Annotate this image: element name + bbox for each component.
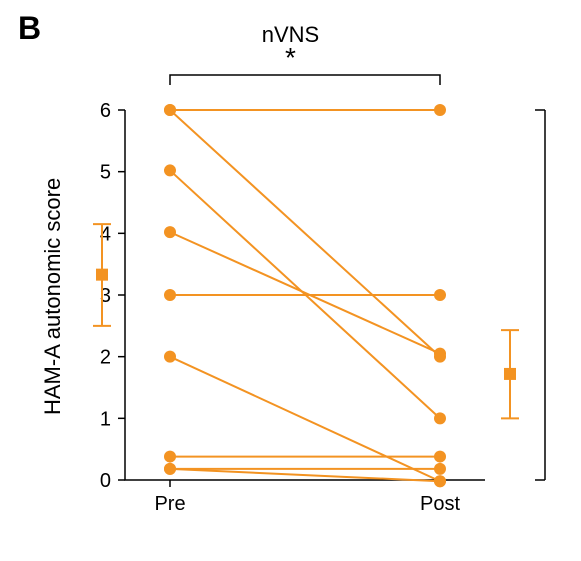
post-point <box>434 475 446 487</box>
pre-point <box>164 226 176 238</box>
post-point <box>434 104 446 116</box>
mean-marker <box>504 368 516 380</box>
y-tick-label: 5 <box>100 162 111 184</box>
pre-point <box>164 289 176 301</box>
x-tick-label: Post <box>420 493 460 515</box>
pair-line <box>170 110 440 357</box>
mean-marker <box>96 269 108 281</box>
pair-line <box>170 357 440 482</box>
pre-point <box>164 164 176 176</box>
pre-point <box>164 351 176 363</box>
y-tick-label: 0 <box>100 470 111 492</box>
chart-svg: 0123456PrePost <box>0 0 581 561</box>
y-tick-label: 1 <box>100 408 111 430</box>
significance-bar <box>170 75 440 85</box>
pair-line <box>170 232 440 353</box>
post-point <box>434 451 446 463</box>
y-tick-label: 6 <box>100 100 111 122</box>
pre-point <box>164 463 176 475</box>
post-point <box>434 348 446 360</box>
pre-point <box>164 104 176 116</box>
post-point <box>434 289 446 301</box>
y-tick-label: 2 <box>100 347 111 369</box>
pre-point <box>164 451 176 463</box>
post-point <box>434 412 446 424</box>
x-tick-label: Pre <box>154 493 185 515</box>
post-point <box>434 463 446 475</box>
